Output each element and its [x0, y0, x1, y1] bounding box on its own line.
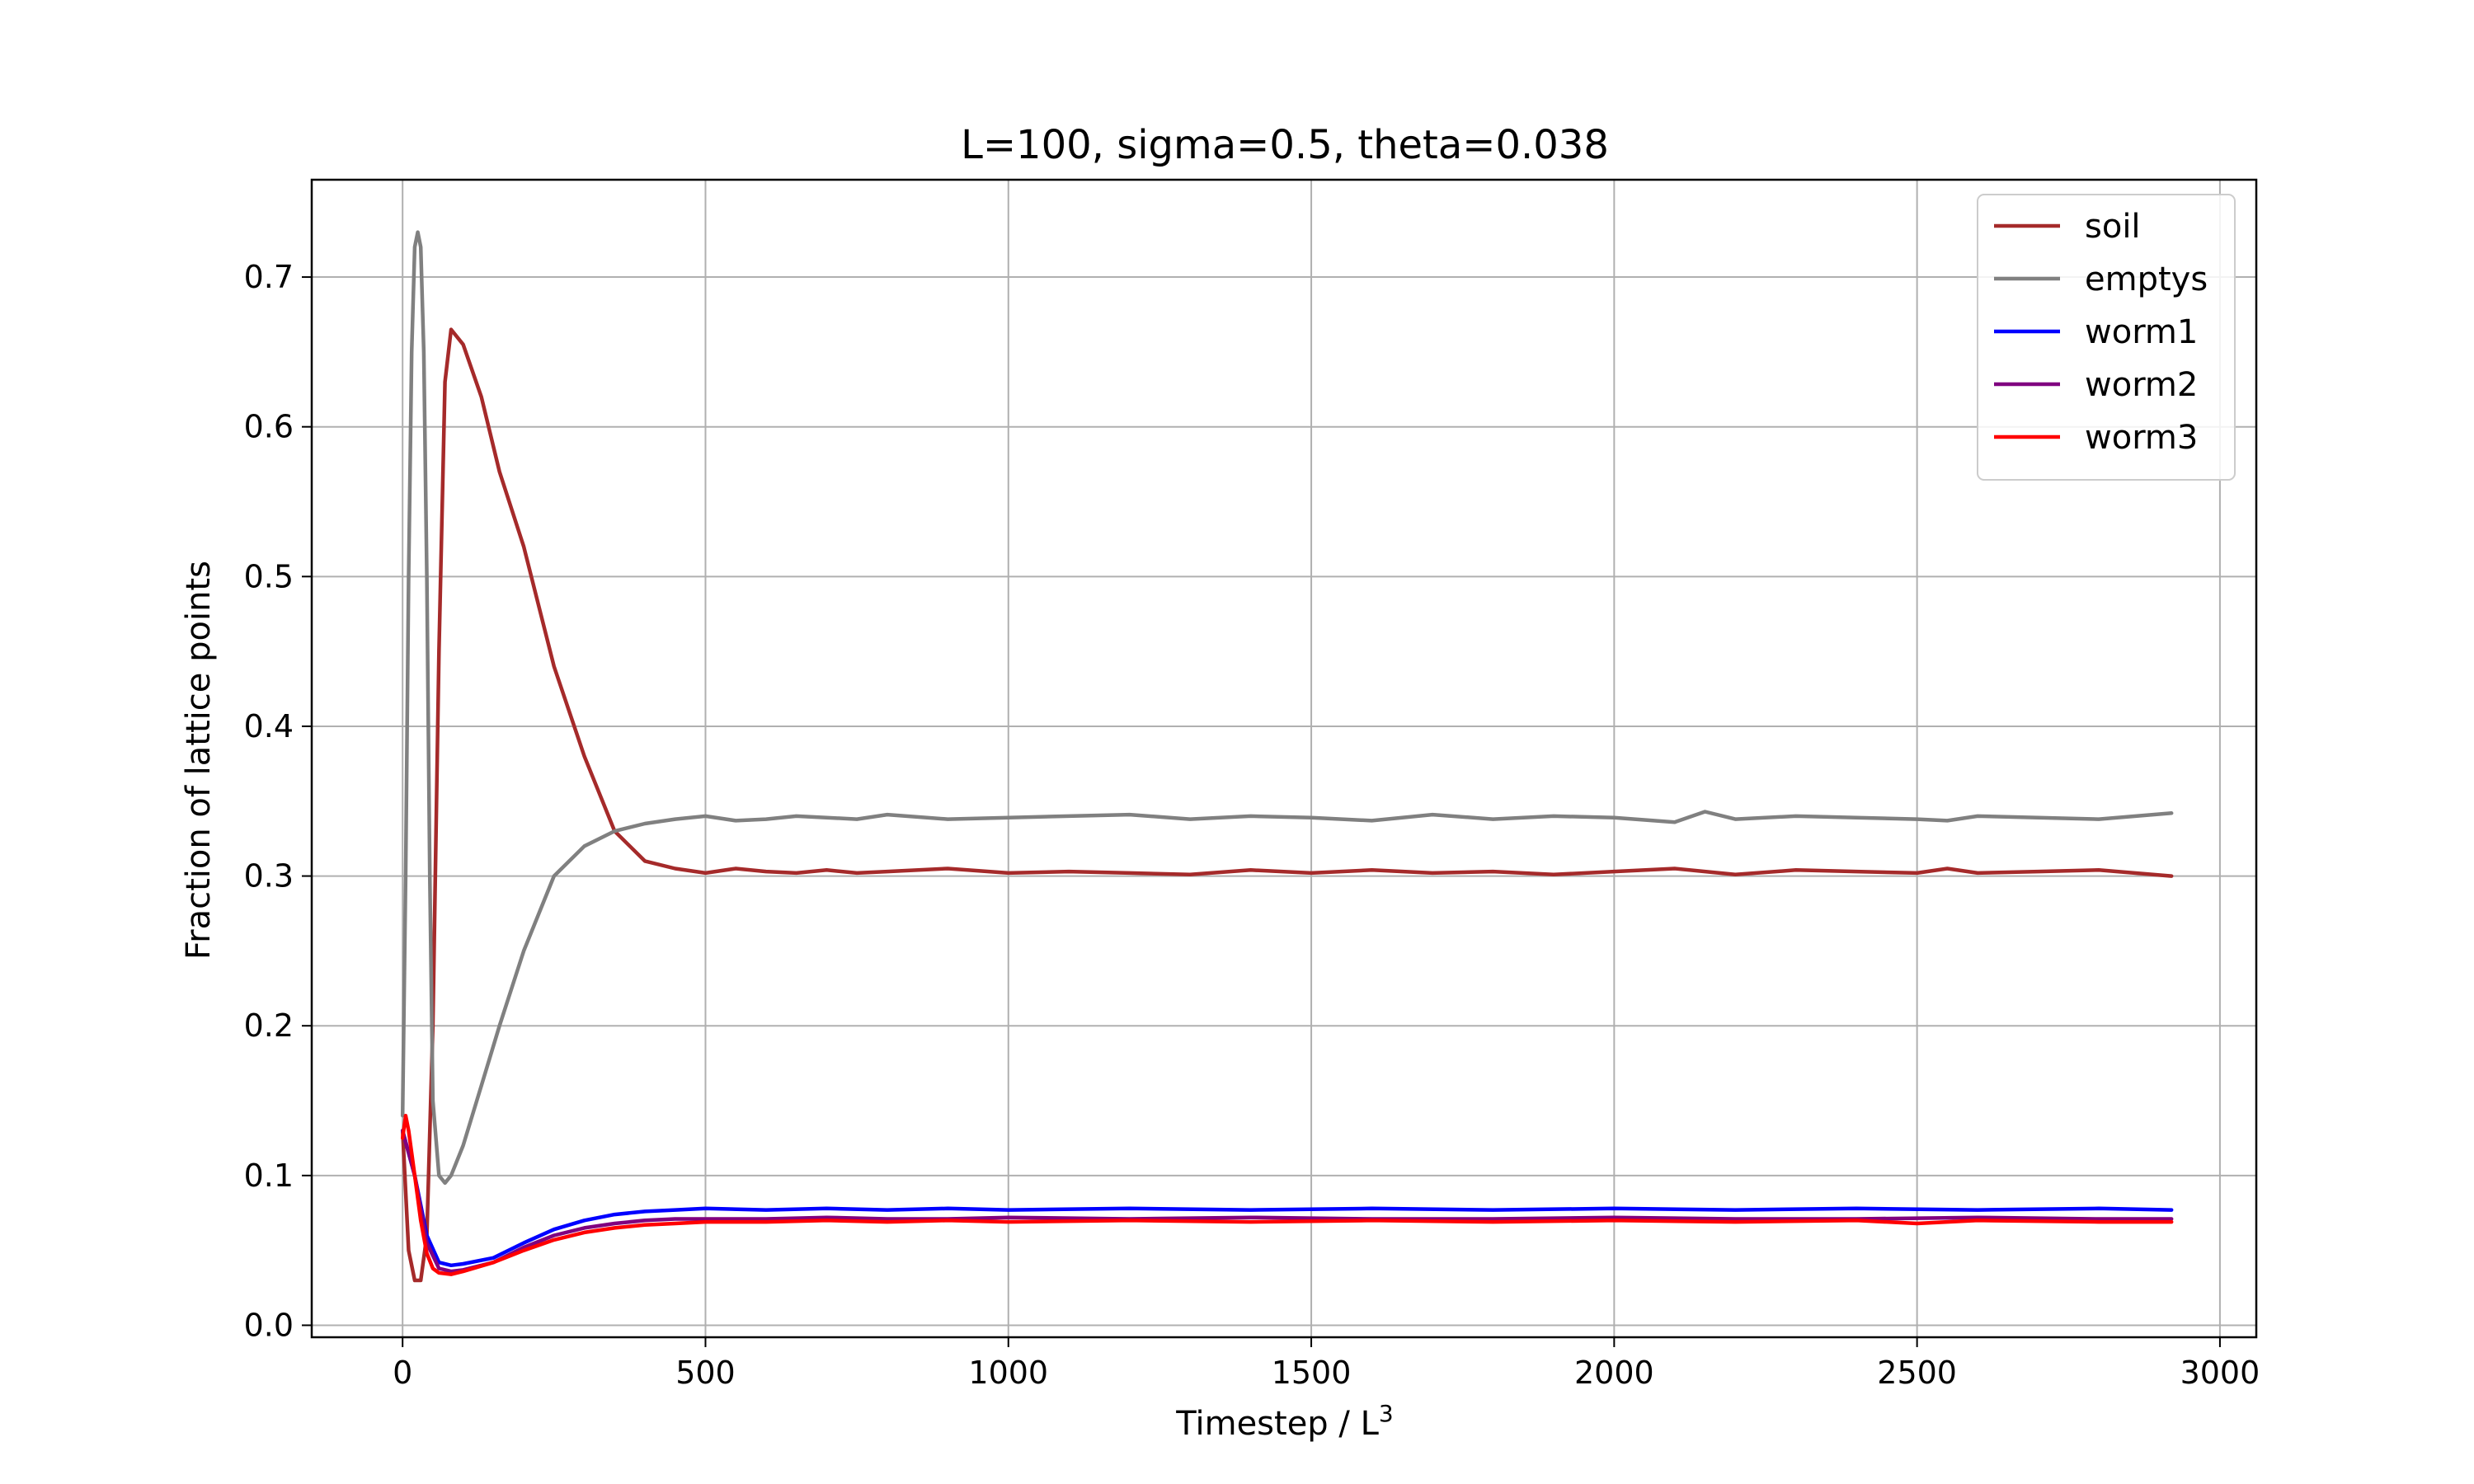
x-tick-label: 1500: [1272, 1355, 1352, 1391]
x-axis-ticks: 0 500 1000 1500 2000 2500 3000: [393, 1337, 2260, 1391]
series-line-worm2: [400, 1129, 2174, 1274]
x-tick-label: 2500: [1877, 1355, 1957, 1391]
series-line-worm3: [400, 1113, 2174, 1276]
legend-box: [1977, 194, 2236, 481]
y-axis-ticks: 0.0 0.1 0.2 0.3 0.4 0.5 0.6 0.7: [244, 259, 312, 1343]
grid: [312, 180, 2256, 1337]
y-tick-label: 0.2: [244, 1007, 294, 1044]
x-tick-label: 500: [675, 1355, 736, 1391]
y-tick-label: 0.1: [244, 1158, 294, 1194]
series-line-worm1: [400, 1129, 2174, 1268]
x-axis-label-text: Timestep / L: [1175, 1405, 1379, 1443]
y-tick-label: 0.4: [244, 708, 294, 744]
y-tick-label: 0.3: [244, 858, 294, 895]
legend-label-worm3: worm3: [2085, 419, 2198, 457]
plot-lines: [400, 230, 2174, 1283]
legend-label-emptys: emptys: [2085, 261, 2208, 298]
x-tick-label: 3000: [2180, 1355, 2260, 1391]
y-tick-label: 0.0: [244, 1307, 294, 1343]
y-tick-label: 0.6: [244, 409, 294, 445]
x-tick-label: 0: [393, 1355, 412, 1391]
x-tick-label: 2000: [1574, 1355, 1654, 1391]
y-tick-label: 0.5: [244, 558, 294, 594]
y-tick-label: 0.7: [244, 259, 294, 295]
legend: soil emptys worm1 worm2 worm3: [1977, 194, 2236, 481]
plot-frame: [310, 178, 2258, 1339]
x-axis-label: Timestep / L3: [1175, 1400, 1393, 1443]
chart-title: L=100, sigma=0.5, theta=0.038: [961, 122, 1609, 168]
series-line-emptys: [400, 230, 2174, 1186]
legend-label-soil: soil: [2085, 208, 2141, 246]
y-axis-label: Fraction of lattice points: [180, 561, 218, 960]
x-axis-label-superscript: 3: [1379, 1400, 1394, 1427]
x-tick-label: 1000: [968, 1355, 1048, 1391]
legend-label-worm2: worm2: [2085, 366, 2198, 404]
series-line-soil: [400, 327, 2174, 1283]
legend-label-worm1: worm1: [2085, 313, 2198, 351]
